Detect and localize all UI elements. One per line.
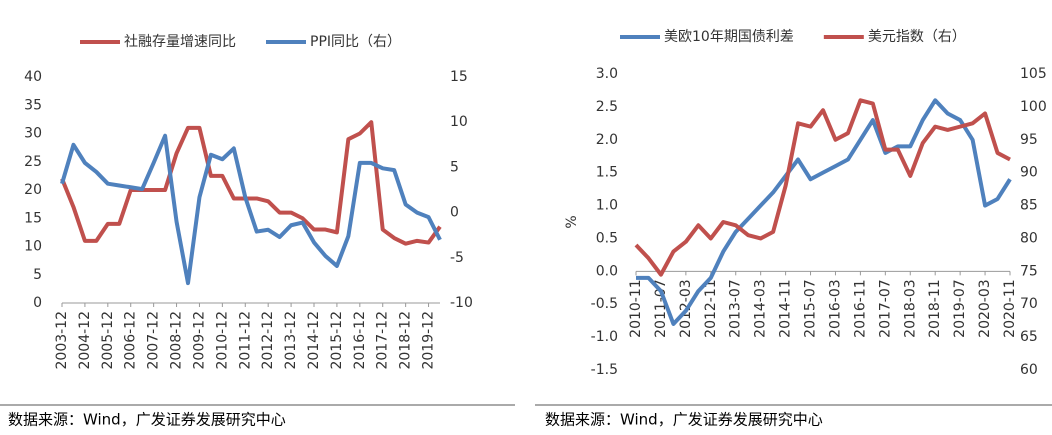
x-tick-label: 2005-12 [100,311,116,370]
y-axis-label: % [564,215,580,228]
x-tick-label: 2013-12 [283,311,299,370]
y-tick-label: 30 [24,126,42,142]
y2-tick-label: 65 [1020,329,1038,345]
y-tick-label: -1.0 [591,329,618,345]
y2-tick-label: -10 [450,295,473,311]
y-tick-label: 2.0 [596,132,618,148]
y2-tick-label: 10 [450,114,468,130]
x-tick-label: 2011-12 [237,311,253,370]
x-tick-label: 2019-12 [421,311,437,370]
x-tick-label: 2018-03 [902,279,918,338]
y2-tick-label: 100 [1020,99,1047,115]
y2-tick-label: 105 [1020,66,1047,82]
source-note: 数据来源：Wind，广发证券发展研究中心 [8,411,286,429]
y-tick-label: 10 [24,239,42,255]
y-tick-label: 0.0 [596,263,618,279]
y2-tick-label: -5 [450,250,464,266]
x-tick-label: 2020-03 [977,279,993,338]
y-tick-label: 0 [33,295,42,311]
y2-tick-label: 0 [450,205,459,221]
series-line [60,133,442,286]
y2-tick-label: 60 [1020,362,1038,378]
x-tick-label: 2012-11 [703,279,719,338]
x-tick-label: 2014-12 [306,311,322,370]
x-tick-label: 2018-12 [398,311,414,370]
y2-tick-label: 5 [450,159,459,175]
x-tick-label: 2003-12 [54,311,70,370]
x-tick-label: 2004-12 [77,311,93,370]
y-tick-label: 2.5 [596,99,618,115]
x-tick-label: 2007-12 [146,311,162,370]
y-tick-label: 25 [24,154,42,170]
x-tick-label: 2020-11 [1002,279,1018,338]
y2-tick-label: 75 [1020,263,1038,279]
series-line [60,120,442,246]
series-line [636,98,1012,326]
x-tick-label: 2016-12 [352,311,368,370]
x-tick-label: 2008-12 [169,311,185,370]
y2-tick-label: 90 [1020,165,1038,181]
x-tick-label: 2014-03 [753,279,769,338]
y-tick-label: 1.5 [596,165,618,181]
y2-tick-label: 95 [1020,132,1038,148]
y2-tick-label: 70 [1020,296,1038,312]
x-tick-label: 2017-07 [877,279,893,338]
y-tick-label: 40 [24,69,42,85]
x-tick-label: 2012-12 [260,311,276,370]
y-tick-label: 35 [24,97,42,113]
legend-label: 美元指数（右） [868,29,966,45]
y-tick-label: 20 [24,182,42,198]
x-tick-label: 2010-11 [628,279,644,338]
x-tick-label: 2015-12 [329,311,345,370]
x-tick-label: 2014-11 [778,279,794,338]
x-tick-label: 2016-11 [852,279,868,338]
x-tick-label: 2016-03 [827,279,843,338]
x-tick-label: 2017-12 [375,311,391,370]
y-tick-label: 0.5 [596,230,618,246]
y-tick-label: 5 [33,267,42,283]
x-tick-label: 2018-11 [927,279,943,338]
y-tick-label: 15 [24,210,42,226]
legend-label: PPI同比（右） [310,34,401,50]
x-tick-label: 2006-12 [123,311,139,370]
source-note: 数据来源：Wind，广发证券发展研究中心 [545,411,823,429]
legend-label: 社融存量增速同比 [124,34,236,50]
y-tick-label: 1.0 [596,198,618,214]
x-tick-label: 2011-07 [653,279,669,338]
x-tick-label: 2010-12 [214,311,230,370]
y2-tick-label: 85 [1020,198,1038,214]
y2-tick-label: 15 [450,69,468,85]
x-tick-label: 2015-07 [803,279,819,338]
y-tick-label: -0.5 [591,296,618,312]
x-tick-label: 2009-12 [191,311,207,370]
x-tick-label: 2013-07 [728,279,744,338]
x-tick-label: 2019-07 [952,279,968,338]
y-tick-label: -1.5 [591,362,618,378]
y-tick-label: 3.0 [596,66,618,82]
legend-label: 美欧10年期国债利差 [664,29,794,45]
series-line [634,98,1011,277]
y2-tick-label: 80 [1020,230,1038,246]
